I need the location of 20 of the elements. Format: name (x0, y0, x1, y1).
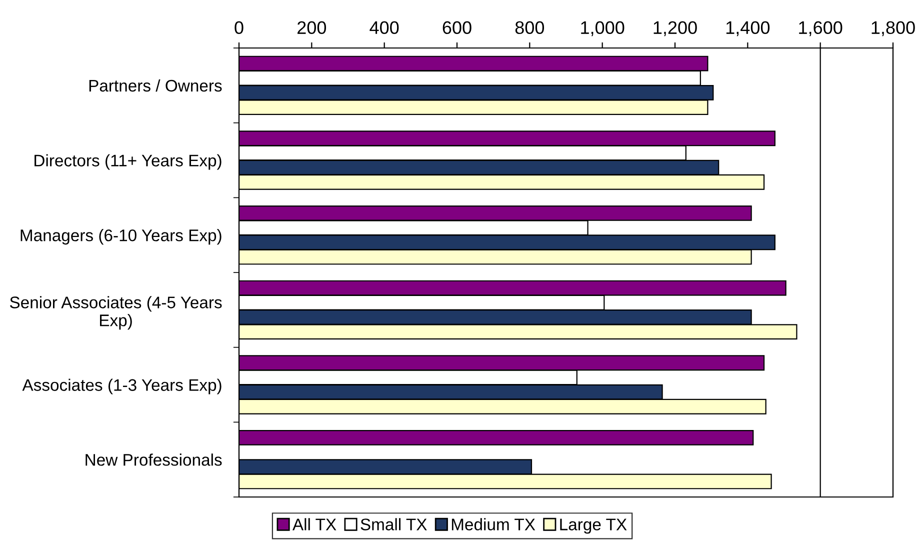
x-tick-label: 1,800 (872, 21, 915, 36)
x-tick-label: 1,400 (726, 21, 770, 36)
y-tick-label: Partners / Owners (89, 79, 222, 92)
y-tick-label: Directors (11+ Years Exp) (34, 154, 222, 170)
y-tick-label: New Professionals (86, 454, 222, 466)
legend-label: Small TX (360, 518, 427, 530)
x-tick-label: 600 (442, 21, 472, 34)
legend-label: All TX (292, 518, 336, 530)
legend-label: Medium TX (452, 518, 536, 530)
legend-label: Large TX (560, 518, 627, 534)
y-tick-label: Associates (1-3 Years Exp) (22, 378, 222, 394)
x-tick-label: 200 (298, 21, 326, 34)
y-tick-label: Senior Associates (4-5 Years Exp) (10, 296, 222, 330)
x-tick-label: 1,600 (799, 21, 842, 36)
x-tick-label: 800 (515, 21, 544, 34)
x-tick-label: 1,200 (654, 21, 697, 36)
x-tick-label: 400 (370, 21, 399, 34)
x-tick-label: 1,000 (581, 21, 624, 36)
x-tick-label: 0 (234, 21, 244, 34)
y-tick-label: Managers (6-10 Years Exp) (20, 229, 222, 245)
